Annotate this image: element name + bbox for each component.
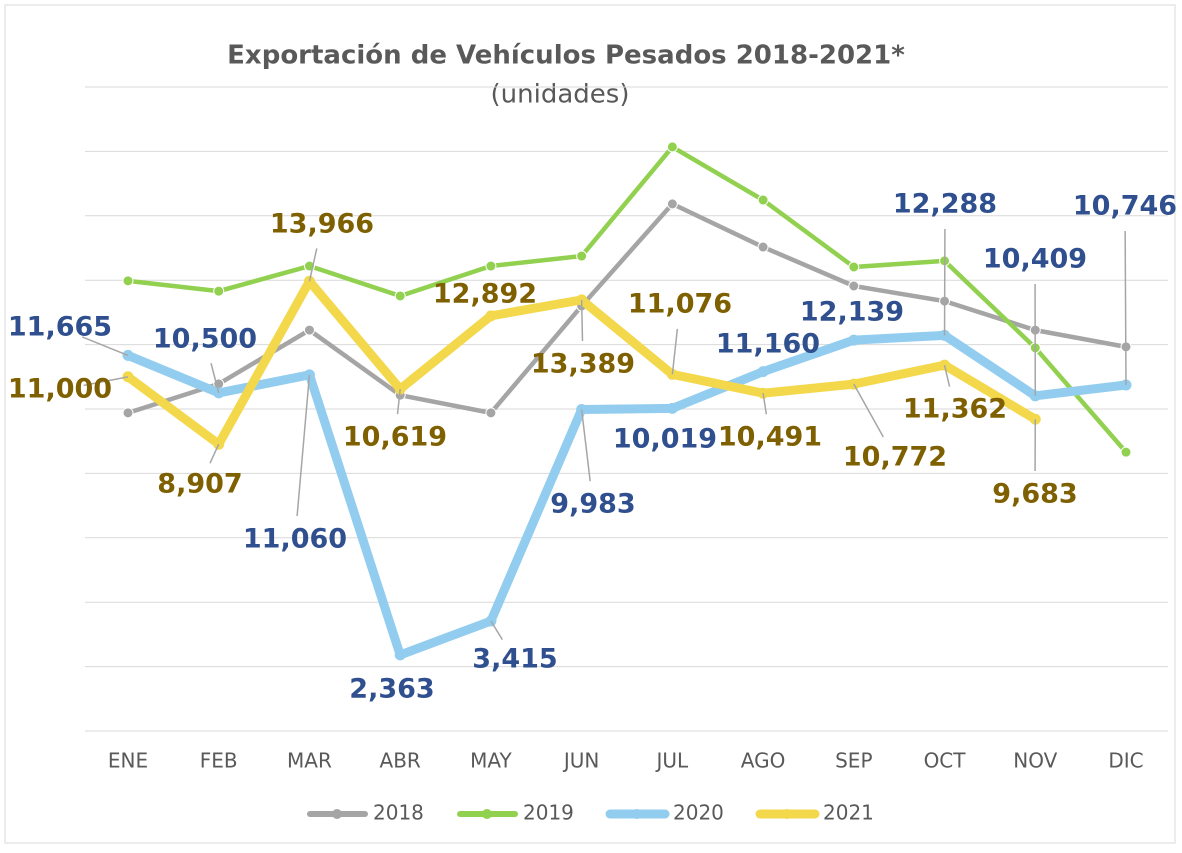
point-marker xyxy=(123,276,133,286)
x-tick-label: SEP xyxy=(835,749,872,773)
point-marker xyxy=(758,242,768,252)
data-label: 10,491 xyxy=(718,422,822,453)
data-label: 9,683 xyxy=(992,479,1077,510)
point-marker xyxy=(123,408,133,418)
point-marker xyxy=(486,261,496,271)
chart-title: Exportación de Vehículos Pesados 2018-20… xyxy=(227,41,905,71)
data-label: 11,060 xyxy=(243,524,347,555)
data-label: 10,409 xyxy=(983,244,1087,275)
x-tick-label: AGO xyxy=(741,749,786,773)
legend-marker xyxy=(782,809,792,819)
data-label: 10,772 xyxy=(843,442,947,473)
point-marker xyxy=(758,195,768,205)
point-marker xyxy=(486,311,496,321)
data-label: 2,363 xyxy=(349,674,434,705)
data-label: 10,619 xyxy=(343,422,447,453)
point-marker xyxy=(849,262,859,272)
x-tick-label: FEB xyxy=(200,749,238,773)
data-label: 12,892 xyxy=(433,279,537,310)
leader-line xyxy=(1125,231,1126,385)
point-marker xyxy=(395,650,405,660)
x-tick-label: MAY xyxy=(470,749,512,773)
data-label: 11,000 xyxy=(8,374,112,405)
point-marker xyxy=(486,408,496,418)
data-label: 13,389 xyxy=(531,349,635,380)
point-marker xyxy=(395,291,405,301)
data-label: 10,019 xyxy=(613,424,717,455)
data-label: 12,288 xyxy=(893,189,997,220)
leader-line xyxy=(582,300,583,341)
data-label: 10,500 xyxy=(153,324,257,355)
x-tick-label: NOV xyxy=(1013,749,1057,773)
point-marker xyxy=(758,367,768,377)
point-marker xyxy=(849,281,859,291)
chart-subtitle: (unidades) xyxy=(491,80,630,110)
legend-marker xyxy=(482,809,492,819)
x-tick-label: JUL xyxy=(655,749,690,773)
point-marker xyxy=(849,335,859,345)
legend-label: 2020 xyxy=(673,801,724,825)
legend-marker xyxy=(632,809,642,819)
point-marker xyxy=(304,325,314,335)
point-marker xyxy=(577,251,587,261)
legend-label: 2021 xyxy=(823,801,874,825)
legend-marker xyxy=(332,809,342,819)
data-label: 8,907 xyxy=(157,469,242,500)
x-tick-label: ENE xyxy=(108,749,148,773)
point-marker xyxy=(667,142,677,152)
point-marker xyxy=(667,403,677,413)
legend-label: 2019 xyxy=(523,801,574,825)
data-label: 12,139 xyxy=(800,297,904,328)
x-tick-label: JUN xyxy=(562,749,600,773)
point-marker xyxy=(667,199,677,209)
data-label: 3,415 xyxy=(472,644,557,675)
data-label: 10,746 xyxy=(1073,191,1177,222)
data-label: 11,362 xyxy=(903,394,1007,425)
x-tick-label: DIC xyxy=(1108,749,1143,773)
data-label: 11,665 xyxy=(8,312,112,343)
point-marker xyxy=(214,286,224,296)
data-label: 11,076 xyxy=(628,289,732,320)
data-label: 11,160 xyxy=(716,329,820,360)
point-marker xyxy=(1121,447,1131,457)
data-label: 9,983 xyxy=(550,489,635,520)
x-tick-label: ABR xyxy=(380,749,421,773)
data-label: 13,966 xyxy=(270,209,374,240)
x-tick-label: MAR xyxy=(287,749,332,773)
x-tick-label: OCT xyxy=(924,749,967,773)
legend-label: 2018 xyxy=(373,801,424,825)
